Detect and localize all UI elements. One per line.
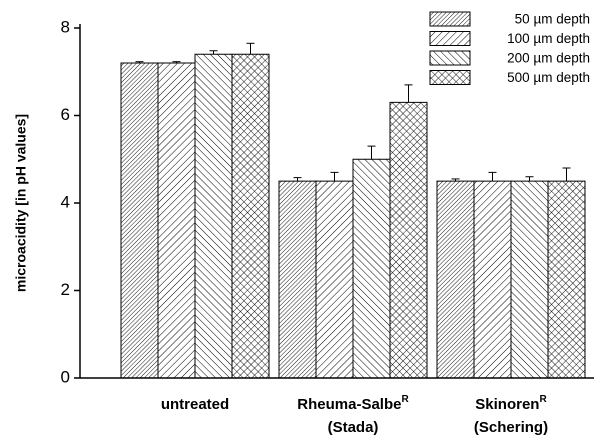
category-superscript: R — [401, 394, 409, 405]
x-tick-label: untreated — [161, 396, 229, 413]
y-tick-label: 4 — [61, 192, 70, 211]
bar — [315, 180, 354, 379]
bar — [231, 53, 270, 379]
category-name: untreated — [161, 396, 229, 413]
legend-label: 200 µm depth — [507, 51, 590, 66]
bar — [278, 180, 317, 379]
bar — [120, 62, 159, 379]
y-axis-label: microacidity [in pH values] — [13, 114, 29, 292]
bar — [510, 180, 549, 379]
legend-swatch — [429, 31, 471, 46]
category-name: Skinoren — [475, 396, 539, 413]
bar — [389, 101, 428, 379]
bar — [352, 158, 391, 379]
x-tick-label: SkinorenR — [475, 394, 547, 413]
legend-swatch — [429, 70, 471, 85]
bar — [157, 62, 196, 379]
bar — [547, 180, 586, 379]
bar — [436, 180, 475, 379]
x-tick-label: Rheuma-SalbeR — [297, 394, 409, 413]
category-superscript: R — [539, 394, 547, 405]
legend-label: 50 µm depth — [515, 12, 590, 27]
legend-label: 100 µm depth — [507, 31, 590, 46]
legend-swatch — [429, 50, 471, 66]
category-name: Rheuma-Salbe — [297, 396, 401, 413]
y-tick-label: 6 — [61, 105, 70, 124]
bar — [194, 53, 233, 379]
x-tick-sublabel: (Stada) — [328, 419, 379, 436]
y-tick-label: 0 — [61, 367, 70, 386]
x-tick-sublabel: (Schering) — [474, 419, 548, 436]
bar — [473, 180, 512, 379]
y-tick-label: 2 — [61, 280, 70, 299]
legend-label: 500 µm depth — [507, 70, 590, 85]
legend-swatch — [429, 11, 471, 27]
y-tick-label: 8 — [61, 17, 70, 36]
